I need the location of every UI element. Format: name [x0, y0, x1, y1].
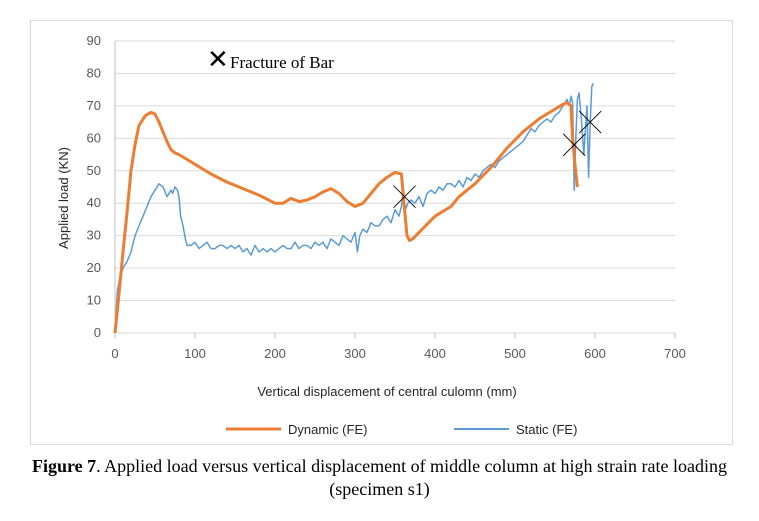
fracture-marker [562, 133, 586, 157]
y-tick-label: 10 [87, 293, 101, 308]
y-tick-label: 60 [87, 130, 101, 145]
x-tick-label: 500 [504, 346, 526, 361]
annotation: ✕ Fracture of Bar [207, 45, 334, 75]
annotation-text: Fracture of Bar [230, 53, 334, 72]
y-tick-label: 20 [87, 260, 101, 275]
x-tick-label: 300 [344, 346, 366, 361]
fracture-markers [393, 110, 602, 209]
series-line-dynamic [113, 101, 579, 334]
figure-caption-text: . Applied load versus vertical displacem… [96, 456, 727, 499]
y-tick-label: 70 [87, 98, 101, 113]
x-tick-label: 200 [264, 346, 286, 361]
figure-caption: Figure 7. Applied load versus vertical d… [0, 455, 759, 501]
chart-frame: ✕ Fracture of Bar 0 10 20 30 40 50 60 70 80 90 0 10… [30, 20, 733, 445]
x-tick-label: 700 [664, 346, 686, 361]
grid-layer [114, 40, 676, 338]
chart-svg: ✕ Fracture of Bar 0 10 20 30 40 50 60 70 80 90 0 10… [56, 33, 686, 437]
series-layer [113, 82, 595, 334]
y-tick-label: 30 [87, 228, 101, 243]
fracture-marker [578, 110, 602, 134]
y-tick-label: 40 [87, 195, 101, 210]
annotation-marker: ✕ [207, 45, 229, 75]
y-tick-label: 0 [94, 325, 101, 340]
legend-label-dynamic: Dynamic (FE) [288, 422, 367, 437]
x-tick-label: 400 [424, 346, 446, 361]
y-axis-label: Applied load (KN) [56, 147, 71, 249]
x-tick-label: 0 [111, 346, 118, 361]
figure-label: Figure 7 [31, 456, 97, 476]
x-tick-label: 100 [184, 346, 206, 361]
series-line-static [114, 82, 595, 334]
x-tick-label: 600 [584, 346, 606, 361]
y-tick-label: 50 [87, 163, 101, 178]
fracture-marker [393, 185, 416, 209]
tick-labels: 0 10 20 30 40 50 60 70 80 90 0 100 200 300 400 500 600 70… [87, 33, 686, 361]
x-axis-label: Vertical displacement of central culomn … [257, 384, 516, 399]
y-tick-label: 90 [87, 33, 101, 48]
legend: Dynamic (FE) Static (FE) [226, 422, 577, 437]
y-tick-label: 80 [87, 65, 101, 80]
legend-label-static: Static (FE) [516, 422, 577, 437]
